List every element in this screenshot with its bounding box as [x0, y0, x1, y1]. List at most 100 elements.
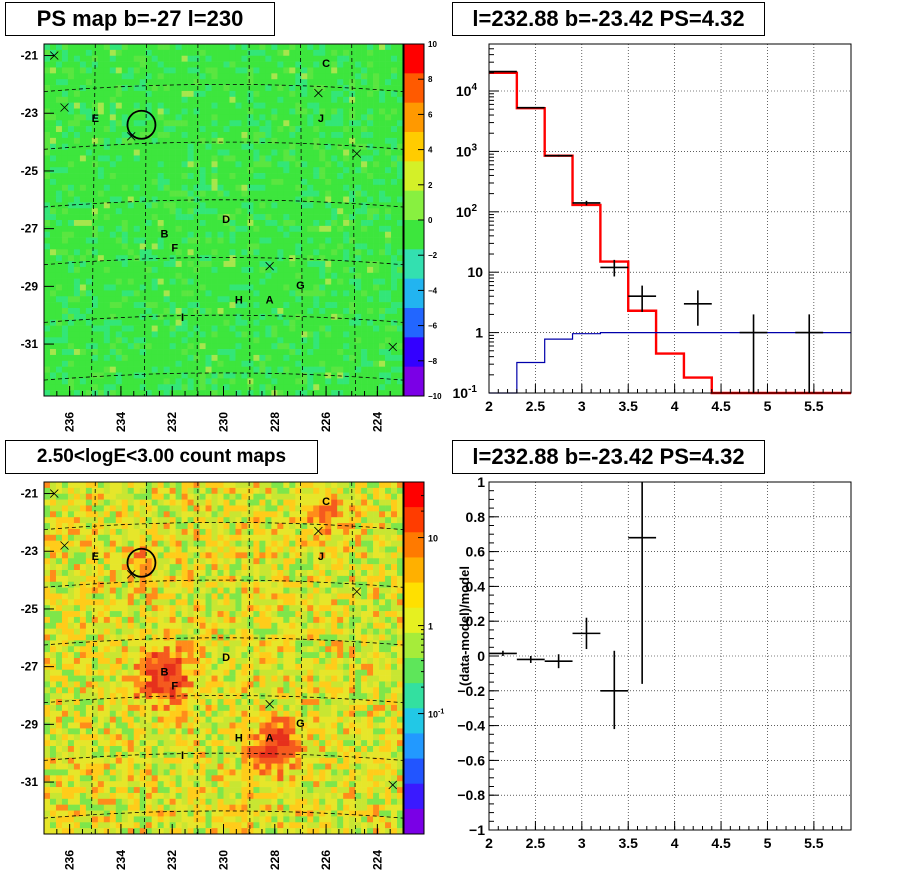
source-label: A	[266, 295, 274, 307]
map-y-tick-label: -31	[21, 775, 39, 789]
source-label: I	[181, 750, 184, 762]
map-y-tick-label: -31	[21, 337, 39, 351]
colorbar-segment	[404, 733, 424, 760]
source-label: H	[235, 295, 243, 307]
spectrum-y-tick-label: 104	[456, 82, 478, 99]
colorbar-segment	[404, 482, 424, 508]
colorbar-segment	[404, 557, 424, 584]
spectrum-x-tick-label: 2.5	[526, 398, 546, 414]
map-y-tick-label: -27	[21, 660, 39, 674]
colorbar-segment	[404, 758, 424, 785]
source-label: D	[222, 652, 230, 664]
colorbar-tick-label: −10	[428, 392, 442, 401]
spectrum-frame	[488, 43, 852, 394]
residual-y-tick-label: −0.8	[457, 787, 485, 803]
colorbar-segment	[404, 337, 424, 368]
spectrum-y-tick-label: 102	[456, 203, 478, 220]
colorbar-tick-label: −8	[428, 357, 438, 366]
colorbar-segment	[404, 278, 424, 309]
colorbar-segment	[404, 366, 424, 397]
residual-y-tick-label: 0.6	[466, 544, 486, 560]
residual-title: l=232.88 b=-23.42 PS=4.32	[452, 440, 765, 474]
colorbar-segment	[404, 507, 424, 533]
highlight-circle	[126, 109, 157, 140]
map-y-tick-label: -25	[21, 164, 39, 178]
source-label: B	[161, 228, 169, 240]
spectrum-y-tick-label: 103	[456, 142, 478, 159]
map-y-tick-label: -21	[21, 487, 39, 501]
source-label: B	[161, 666, 169, 678]
map-y-tick-label: -21	[21, 49, 39, 63]
colorbar-segment	[404, 308, 424, 338]
residual-y-tick-label: −0.6	[457, 752, 485, 768]
ps-map-title: PS map b=-27 l=230	[5, 2, 275, 36]
map-y-tick-label: -29	[21, 279, 39, 293]
map-y-tick-label: -23	[21, 106, 39, 120]
colorbar-segment	[404, 683, 424, 709]
colorbar-frame	[403, 481, 425, 835]
colorbar-segment	[404, 161, 424, 192]
spectrum-title: l=232.88 b=-23.42 PS=4.32	[452, 2, 765, 36]
spectrum-x-tick-label: 3.5	[618, 398, 638, 414]
map-x-tick-label: 230	[217, 412, 231, 432]
spectrum-x-tick-label: 3	[578, 398, 586, 414]
spectrum-plot: 2 2.5 3 3.5 4 4.5 5 5.5 10-1 1 10 102 103 104	[453, 44, 852, 414]
residual-y-tick-label: −1	[469, 822, 485, 838]
colorbar-segment	[404, 132, 424, 162]
residual-y-tick-label: 1	[477, 474, 485, 490]
spectrum-y-tick-label: 1	[475, 325, 483, 341]
residual-y-tick-label: 0.4	[466, 578, 486, 594]
colorbar-tick-label: 10	[428, 40, 437, 49]
residual-x-tick-label: 4	[671, 835, 679, 851]
source-cross-marker	[265, 261, 274, 271]
colorbar-segment	[404, 249, 424, 280]
colorbar-tick-label: 10	[428, 534, 438, 544]
map-y-tick-label: -23	[21, 544, 39, 558]
residual-x-tick-label: 4.5	[711, 835, 731, 851]
source-cross-marker	[388, 342, 398, 352]
map-x-tick-label: 234	[114, 412, 128, 432]
colorbar-segment	[404, 607, 424, 634]
map-x-tick-label: 226	[319, 412, 333, 432]
source-cross-marker	[126, 570, 136, 579]
colorbar-segment	[404, 532, 424, 558]
colorbar-segment	[404, 658, 424, 684]
source-label: D	[222, 214, 230, 226]
source-label: F	[171, 243, 178, 255]
colorbar-tick-label: 2	[428, 181, 433, 190]
colorbar-tick-label: −4	[428, 286, 438, 295]
colorbar-tick-label: −6	[428, 322, 438, 331]
spectrum-x-tick-label: 4	[671, 398, 679, 414]
ps-map-plot: 236 234 232 230 228 226 224 -21 -23 -25 -27 -29 -31 C…	[21, 40, 442, 432]
map-x-tick-label: 236	[63, 850, 77, 870]
colorbar-segment	[404, 632, 424, 659]
model-total-histogram	[489, 71, 851, 395]
source-label: G	[296, 280, 305, 292]
residual-x-tick-label: 2.5	[526, 835, 546, 851]
source-label: E	[92, 113, 99, 125]
residual-y-tick-label: 0	[477, 648, 485, 664]
colorbar-segment	[404, 220, 424, 250]
residual-x-tick-label: 5.5	[804, 835, 824, 851]
colorbar-tick-label: 4	[428, 146, 433, 155]
count-map-title: 2.50<logE<3.00 count maps	[5, 440, 318, 474]
colorbar-tick-label: 0	[428, 216, 433, 225]
source-cross-marker	[388, 780, 398, 790]
count-coordinate-grid	[43, 481, 404, 835]
spectrum-x-tick-label: 2	[485, 398, 493, 414]
colorbar-segment	[404, 190, 424, 221]
source-label: J	[318, 551, 324, 563]
colorbar-segment	[404, 102, 424, 133]
colorbar-segment	[404, 708, 424, 734]
colorbar-tick-label: 8	[428, 75, 433, 84]
map-y-tick-label: -25	[21, 602, 39, 616]
residual-plot: 2 2.5 3 3.5 4 4.5 5 5.5 1 0.8 0.6 0.4 0.2 0 −0.2 −0.4 −0…	[457, 474, 852, 851]
colorbar-tick-label: 1	[428, 622, 433, 632]
map-x-tick-label: 234	[114, 850, 128, 870]
map-x-tick-label: 224	[370, 412, 384, 432]
source-label: I	[181, 312, 184, 324]
spectrum-x-tick-label: 5	[764, 398, 772, 414]
source-cross-marker	[352, 587, 362, 596]
source-label: F	[171, 681, 178, 693]
